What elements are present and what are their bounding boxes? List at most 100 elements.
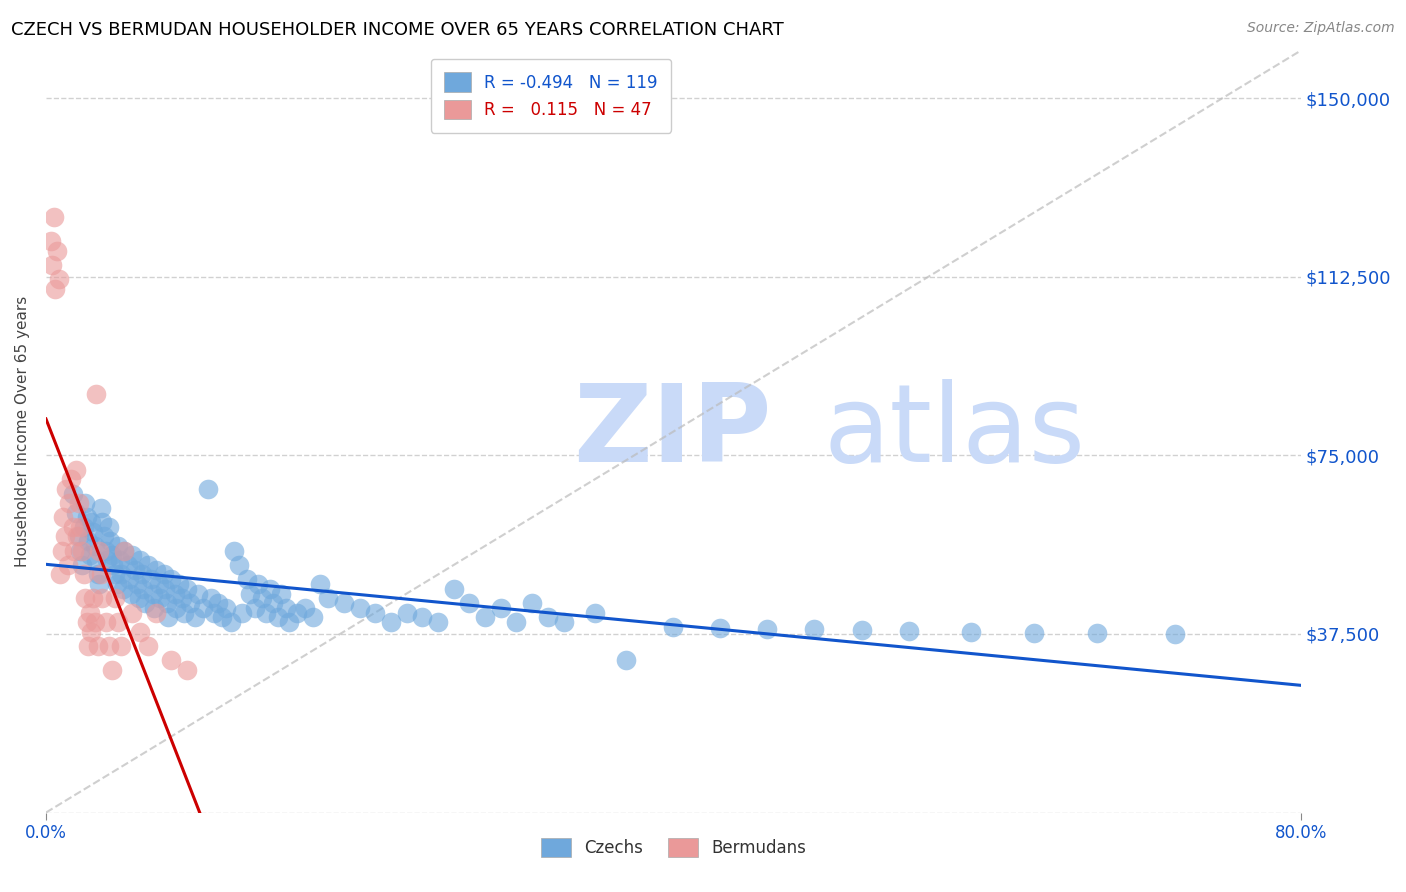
Point: [79, 549, 101, 563]
Point: [66, 529, 89, 543]
Point: [709, 621, 731, 635]
Point: [143, 600, 166, 615]
Point: [42, 211, 65, 225]
Point: [239, 586, 262, 600]
Point: [60, 472, 83, 486]
Point: [145, 563, 167, 577]
Point: [897, 624, 920, 638]
Point: [160, 572, 183, 586]
Point: [179, 596, 201, 610]
Point: [184, 610, 207, 624]
Point: [83, 539, 105, 553]
Point: [53, 529, 76, 543]
Point: [285, 606, 308, 620]
Point: [90, 500, 112, 515]
Point: [136, 639, 159, 653]
Point: [148, 577, 170, 591]
Text: Source: ZipAtlas.com: Source: ZipAtlas.com: [1247, 21, 1395, 35]
Point: [553, 615, 575, 629]
Point: [98, 534, 121, 549]
Point: [79, 606, 101, 620]
Point: [80, 515, 103, 529]
Point: [267, 610, 290, 624]
Point: [301, 610, 323, 624]
Point: [191, 600, 214, 615]
Point: [176, 582, 198, 596]
Point: [93, 529, 115, 543]
Point: [474, 610, 496, 624]
Point: [803, 623, 825, 637]
Point: [58, 496, 80, 510]
Point: [112, 543, 135, 558]
Point: [157, 610, 180, 624]
Point: [65, 463, 87, 477]
Point: [52, 510, 75, 524]
Point: [77, 639, 100, 653]
Point: [87, 639, 110, 653]
Point: [349, 600, 371, 615]
Point: [91, 591, 114, 606]
Point: [156, 596, 179, 610]
Point: [131, 567, 153, 582]
Point: [125, 577, 148, 591]
Point: [49, 567, 72, 582]
Point: [62, 520, 84, 534]
Point: [443, 582, 465, 596]
Point: [82, 524, 104, 539]
Point: [91, 515, 114, 529]
Point: [380, 615, 402, 629]
Point: [228, 558, 250, 572]
Point: [1022, 625, 1045, 640]
Point: [662, 620, 685, 634]
Point: [145, 606, 167, 620]
Point: [80, 624, 103, 639]
Point: [172, 591, 194, 606]
Text: CZECH VS BERMUDAN HOUSEHOLDER INCOME OVER 65 YEARS CORRELATION CHART: CZECH VS BERMUDAN HOUSEHOLDER INCOME OVE…: [11, 21, 785, 38]
Point: [56, 558, 79, 572]
Point: [112, 543, 135, 558]
Point: [129, 553, 152, 567]
Text: atlas: atlas: [824, 378, 1085, 484]
Point: [72, 520, 94, 534]
Point: [76, 510, 98, 524]
Point: [121, 549, 143, 563]
Point: [153, 582, 176, 596]
Point: [1085, 626, 1108, 640]
Point: [69, 520, 91, 534]
Point: [103, 558, 125, 572]
Point: [176, 663, 198, 677]
Point: [90, 567, 112, 582]
Point: [231, 606, 253, 620]
Point: [101, 663, 124, 677]
Point: [120, 586, 142, 600]
Point: [129, 624, 152, 639]
Point: [124, 563, 146, 577]
Point: [41, 258, 63, 272]
Point: [316, 591, 339, 606]
Point: [173, 606, 195, 620]
Point: [65, 506, 87, 520]
Point: [160, 653, 183, 667]
Point: [152, 567, 174, 582]
Point: [67, 496, 90, 510]
Point: [278, 615, 301, 629]
Y-axis label: Householder Income Over 65 years: Householder Income Over 65 years: [15, 296, 30, 567]
Point: [165, 600, 187, 615]
Point: [246, 577, 269, 591]
Point: [104, 591, 127, 606]
Point: [274, 600, 297, 615]
Point: [101, 549, 124, 563]
Point: [75, 496, 97, 510]
Point: [39, 234, 62, 248]
Point: [411, 610, 433, 624]
Point: [207, 596, 229, 610]
Point: [960, 624, 983, 639]
Point: [70, 543, 93, 558]
Point: [243, 600, 266, 615]
Point: [70, 558, 93, 572]
Point: [254, 606, 277, 620]
Point: [76, 615, 98, 629]
Point: [117, 558, 139, 572]
Point: [134, 596, 156, 610]
Point: [489, 600, 512, 615]
